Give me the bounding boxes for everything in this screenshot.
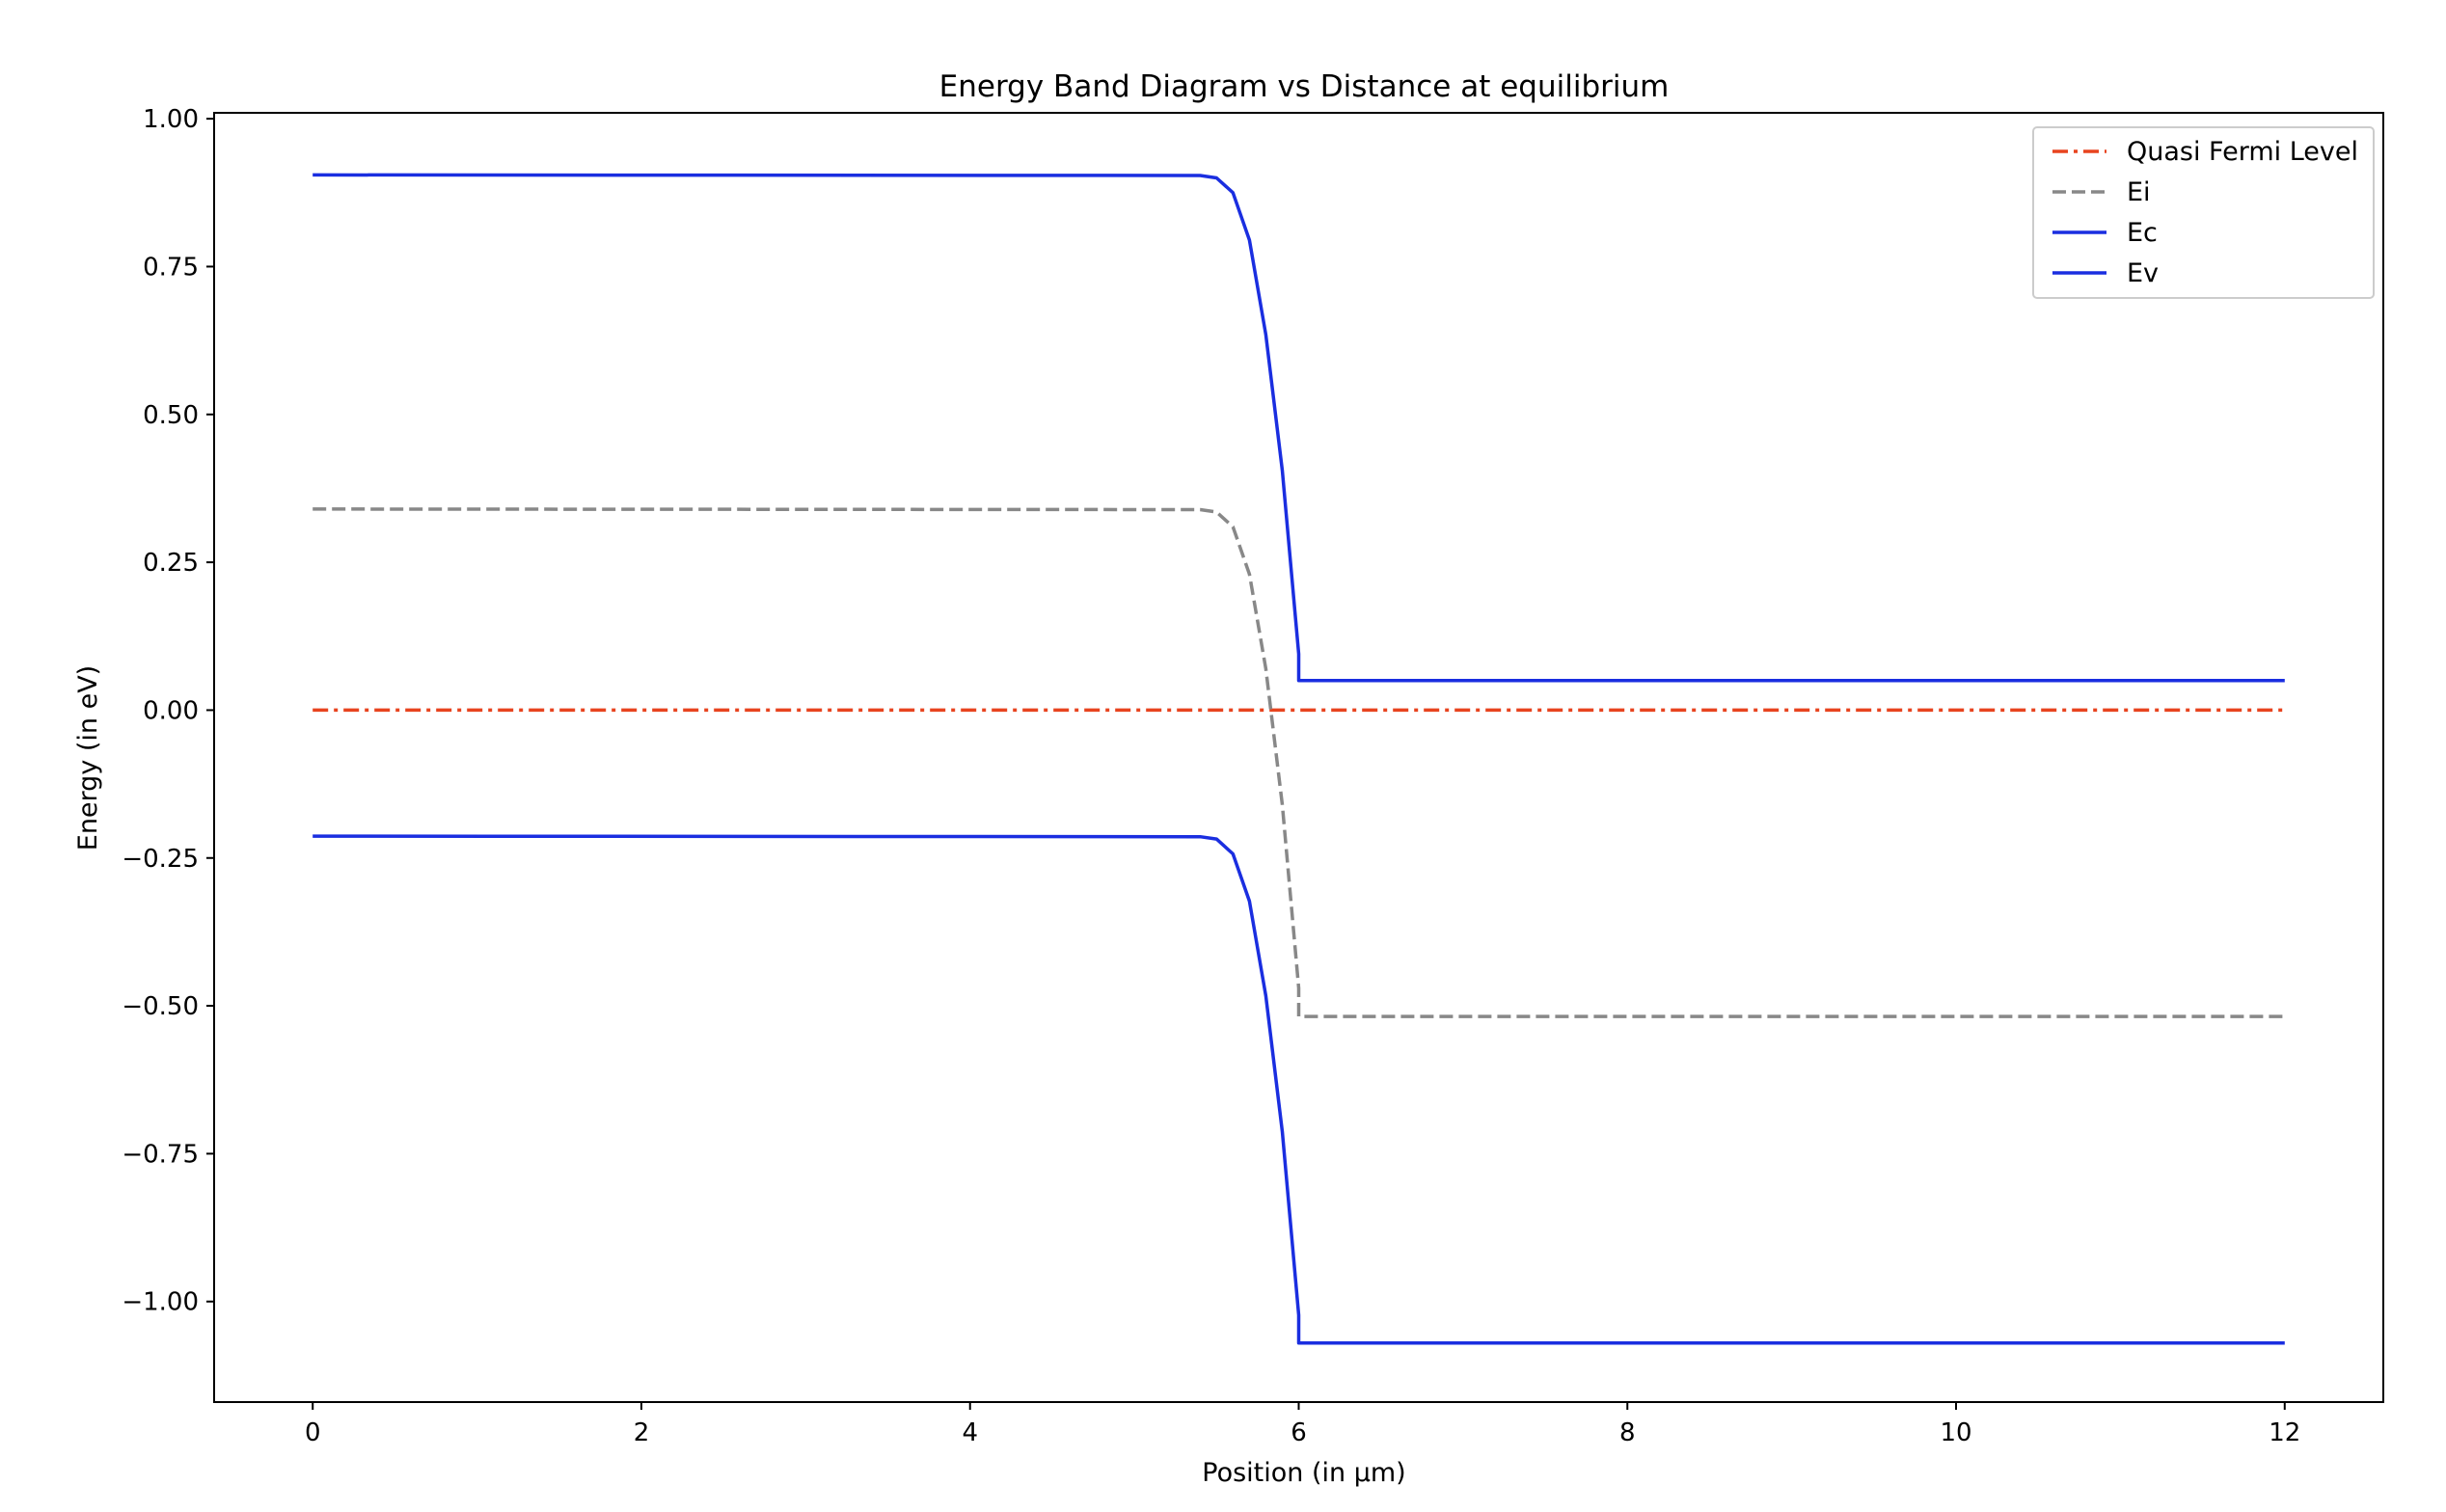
legend-box bbox=[2032, 126, 2375, 299]
legend-label: Ei bbox=[2127, 177, 2151, 207]
series-line-2 bbox=[313, 173, 2285, 683]
x-tick-label: 6 bbox=[1291, 1418, 1307, 1447]
legend: Quasi Fermi Level Ei Ec Ev bbox=[2032, 126, 2375, 299]
y-tick-label: 0.50 bbox=[143, 401, 199, 430]
y-tick-label: −0.75 bbox=[122, 1140, 199, 1169]
y-tick-label: 0.00 bbox=[143, 696, 199, 725]
y-tick-label: −0.50 bbox=[122, 992, 199, 1021]
legend-label: Ev bbox=[2127, 258, 2159, 288]
chart-title: Energy Band Diagram vs Distance at equil… bbox=[939, 69, 1670, 104]
y-tick-label: 0.75 bbox=[143, 253, 199, 282]
x-tick-label: 2 bbox=[634, 1418, 650, 1447]
x-tick-label: 10 bbox=[1940, 1418, 1971, 1447]
y-tick-label: −0.25 bbox=[122, 845, 199, 874]
y-tick-label: 0.25 bbox=[143, 549, 199, 578]
legend-label: Ec bbox=[2127, 218, 2158, 248]
x-axis-label: Position (in μm) bbox=[1202, 1458, 1405, 1488]
series-line-1 bbox=[313, 507, 2285, 1018]
x-tick-label: 12 bbox=[2269, 1418, 2300, 1447]
series-layer bbox=[313, 173, 2285, 1345]
y-tick-label: 1.00 bbox=[143, 105, 199, 134]
x-tick-label: 4 bbox=[962, 1418, 978, 1447]
y-axis-label: Energy (in eV) bbox=[73, 665, 103, 850]
legend-label: Quasi Fermi Level bbox=[2127, 137, 2358, 167]
x-tick-label: 0 bbox=[305, 1418, 321, 1447]
x-tick-label: 8 bbox=[1619, 1418, 1636, 1447]
y-axis-ticks: 1.00 0.75 0.50 0.25 0.00 −0.25 −0.50 −0.75 −1.00 bbox=[122, 105, 214, 1317]
x-axis-ticks: 0 2 4 6 8 10 12 bbox=[305, 1402, 2300, 1447]
y-tick-label: −1.00 bbox=[122, 1288, 199, 1317]
series-line-3 bbox=[313, 834, 2285, 1345]
